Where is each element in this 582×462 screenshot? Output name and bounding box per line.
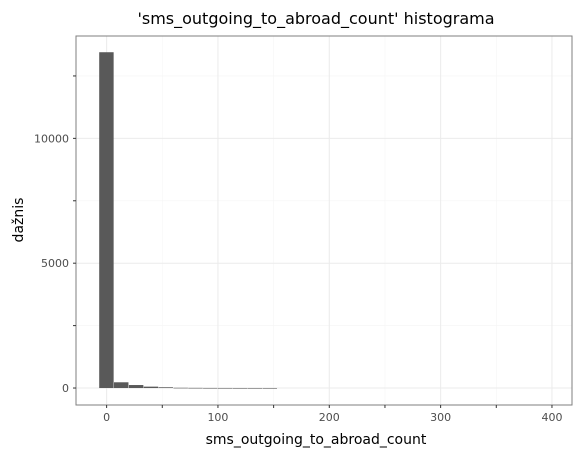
histogram-bar	[217, 387, 233, 389]
y-tick-label: 5000	[41, 257, 69, 270]
histogram-bar	[143, 386, 159, 389]
histogram-bar	[203, 387, 218, 389]
x-tick-label: 400	[541, 411, 562, 424]
major-gridlines	[76, 36, 572, 405]
histogram-bar	[188, 387, 203, 389]
y-tick-label: 0	[62, 382, 69, 395]
y-tick-label: 10000	[34, 132, 69, 145]
x-tick-label: 200	[319, 411, 340, 424]
x-axis-ticks: 0 100 200 300 400	[103, 405, 562, 424]
histogram-bar	[158, 387, 173, 389]
chart-title: 'sms_outgoing_to_abroad_count' histogram…	[137, 9, 494, 29]
histogram-bar	[247, 387, 263, 389]
histogram-bar	[232, 387, 248, 389]
x-tick-label: 0	[103, 411, 110, 424]
histogram-bars	[99, 52, 277, 389]
x-tick-label: 100	[207, 411, 228, 424]
panel-border	[75, 35, 573, 406]
histogram-bar	[114, 382, 129, 389]
x-axis-title: sms_outgoing_to_abroad_count	[206, 432, 427, 448]
histogram-bar	[99, 52, 114, 389]
x-tick-label: 300	[430, 411, 451, 424]
y-axis-title: dažnis	[11, 198, 27, 243]
y-axis-ticks: 0 5000 10000	[34, 75, 76, 395]
histogram-bar	[128, 385, 144, 389]
histogram-bar	[173, 387, 188, 389]
minor-gridlines	[76, 36, 572, 405]
histogram-bar	[262, 387, 277, 389]
